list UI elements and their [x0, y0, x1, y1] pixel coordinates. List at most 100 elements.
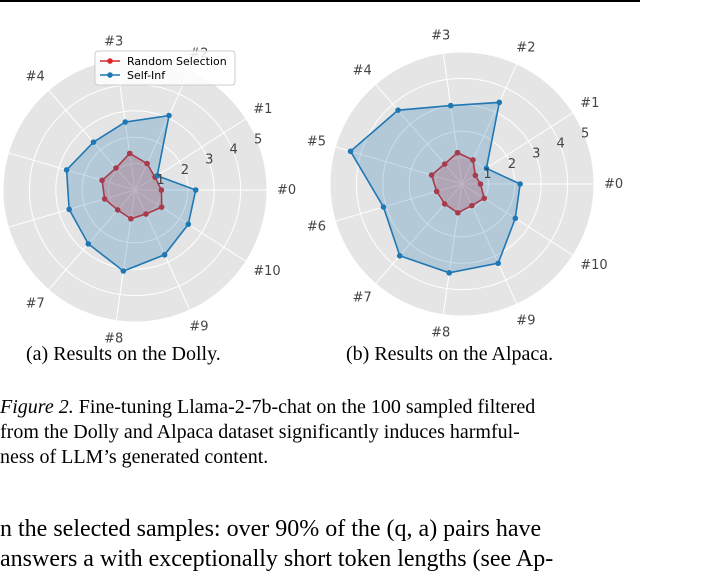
alpaca-axis-label-1: #1 — [580, 96, 599, 111]
alpaca-axis-label-9: #9 — [516, 313, 535, 328]
dolly-point-1-10 — [185, 221, 192, 228]
alpaca-spoke-1 — [461, 112, 574, 185]
alpaca-rtick-4: 4 — [557, 137, 565, 152]
body-line-1: n the selected samples: over 90% of the … — [0, 516, 542, 542]
dolly-rtick-2: 2 — [181, 163, 189, 178]
dolly-rtick-5: 5 — [254, 132, 262, 147]
caption-line-1: Fine-tuning Llama-2-7b-chat on the 100 s… — [73, 396, 536, 418]
dolly-point-1-5 — [63, 167, 70, 173]
dolly-spoke-5 — [8, 152, 136, 191]
alpaca-axis-label-0: #0 — [604, 177, 623, 192]
dolly-legend-marker-0 — [107, 58, 113, 64]
dolly-point-0-4 — [113, 165, 119, 171]
dolly-legend-box — [94, 50, 236, 86]
dolly-point-0-5 — [99, 177, 105, 184]
dolly-axis-label-7: #7 — [26, 296, 45, 311]
dolly-point-0-0 — [158, 187, 165, 193]
dolly-legend-label-0: Random Selection — [127, 55, 227, 68]
dolly-axis-label-9: #9 — [189, 319, 208, 334]
alpaca-axis-label-4: #4 — [353, 64, 372, 79]
alpaca-rtick-5: 5 — [581, 126, 589, 141]
dolly-series-line-1 — [65, 114, 197, 272]
dolly-axis-label-0: #0 — [277, 183, 296, 198]
alpaca-spoke-4 — [375, 83, 463, 185]
subcaption-a: (a) Results on the Dolly. — [26, 343, 221, 365]
alpaca-point-0-3 — [454, 149, 461, 156]
dolly-rtick-3: 3 — [205, 153, 213, 168]
alpaca-point-0-6 — [433, 188, 440, 195]
alpaca-axis-label-8: #8 — [431, 325, 450, 340]
alpaca-point-1-5 — [347, 148, 354, 155]
alpaca-axis-label-6: #6 — [307, 219, 326, 234]
subcaption-b: (b) Results on the Alpaca. — [346, 343, 554, 365]
dolly-point-1-1 — [154, 172, 161, 179]
alpaca-point-1-3 — [447, 102, 454, 109]
alpaca-series-fill-1 — [350, 102, 521, 273]
alpaca-point-1-2 — [496, 99, 503, 106]
dolly-axis-label-10: #10 — [253, 264, 280, 279]
dolly-axis-label-8: #8 — [104, 331, 123, 346]
dolly-axis-label-3: #3 — [104, 35, 123, 50]
dolly-point-1-7 — [85, 241, 92, 247]
alpaca-axis-label-5: #5 — [307, 135, 326, 150]
dolly-axis-label-4: #4 — [26, 70, 45, 85]
alpaca-series-fill-0 — [431, 152, 485, 213]
dolly-point-1-8 — [120, 268, 127, 274]
dolly-point-1-9 — [161, 252, 168, 258]
dolly-point-1-2 — [166, 112, 172, 119]
radar-chart-alpaca: 1 2 3 4 5 #0 #1 #2 #3 #4 #5 #6 #7 #8 #9 #10 — [307, 29, 623, 341]
alpaca-point-0-2 — [470, 157, 476, 163]
caption-line-2: from the Dolly and Alpaca dataset signif… — [0, 421, 520, 443]
alpaca-point-1-6 — [380, 204, 387, 210]
alpaca-axis-label-2: #2 — [516, 41, 535, 56]
alpaca-rtick-1: 1 — [483, 167, 491, 182]
dolly-point-0-3 — [126, 150, 133, 157]
figure-caption: Figure 2. Fine-tuning Llama-2-7b-chat on… — [0, 395, 640, 470]
dolly-point-1-3 — [122, 119, 129, 125]
alpaca-spoke-8 — [442, 183, 463, 315]
alpaca-spoke-6 — [335, 183, 463, 222]
dolly-series-fill-1 — [66, 115, 196, 271]
alpaca-point-0-0 — [477, 181, 484, 187]
dolly-spoke-2 — [134, 69, 191, 191]
caption-lead: Figure 2. — [0, 396, 74, 418]
alpaca-spoke-7 — [375, 183, 463, 285]
alpaca-point-1-9 — [495, 260, 501, 267]
top-rule — [0, 0, 640, 2]
dolly-spoke-8 — [115, 189, 136, 321]
alpaca-series-line-1 — [349, 101, 521, 274]
dolly-point-0-6 — [101, 196, 108, 202]
dolly-point-0-7 — [114, 207, 121, 213]
alpaca-point-1-8 — [446, 270, 453, 276]
dolly-point-0-10 — [158, 204, 165, 210]
dolly-rtick-1: 1 — [156, 173, 164, 188]
dolly-spoke-9 — [134, 189, 191, 311]
dolly-point-1-4 — [90, 139, 97, 145]
dolly-point-0-8 — [128, 215, 134, 222]
alpaca-point-0-8 — [455, 209, 461, 216]
alpaca-point-0-9 — [469, 202, 475, 209]
alpaca-point-1-7 — [396, 253, 403, 259]
body-line-2: answers a with exceptionally short token… — [0, 546, 554, 572]
dolly-point-0-2 — [144, 160, 150, 167]
dolly-axis-label-1: #1 — [253, 102, 272, 117]
dolly-point-1-0 — [192, 187, 199, 193]
alpaca-point-1-10 — [512, 215, 519, 222]
alpaca-axis-label-10: #10 — [580, 258, 607, 273]
dolly-point-0-9 — [143, 211, 149, 217]
caption-line-3: ness of LLM’s generated content. — [0, 446, 269, 468]
dolly-rtick-4: 4 — [230, 143, 238, 158]
alpaca-point-0-5 — [428, 172, 435, 178]
alpaca-spoke-5 — [335, 146, 463, 185]
dolly-spoke-7 — [48, 189, 136, 291]
body-paragraph: n the selected samples: over 90% of the … — [0, 514, 716, 574]
alpaca-rtick-3: 3 — [532, 147, 540, 162]
dolly-legend-label-1: Self-Inf — [127, 69, 166, 82]
alpaca-spoke-2 — [461, 63, 518, 185]
alpaca-point-1-0 — [517, 181, 523, 187]
dolly-point-1-6 — [66, 206, 72, 213]
alpaca-rtick-2: 2 — [508, 157, 516, 172]
